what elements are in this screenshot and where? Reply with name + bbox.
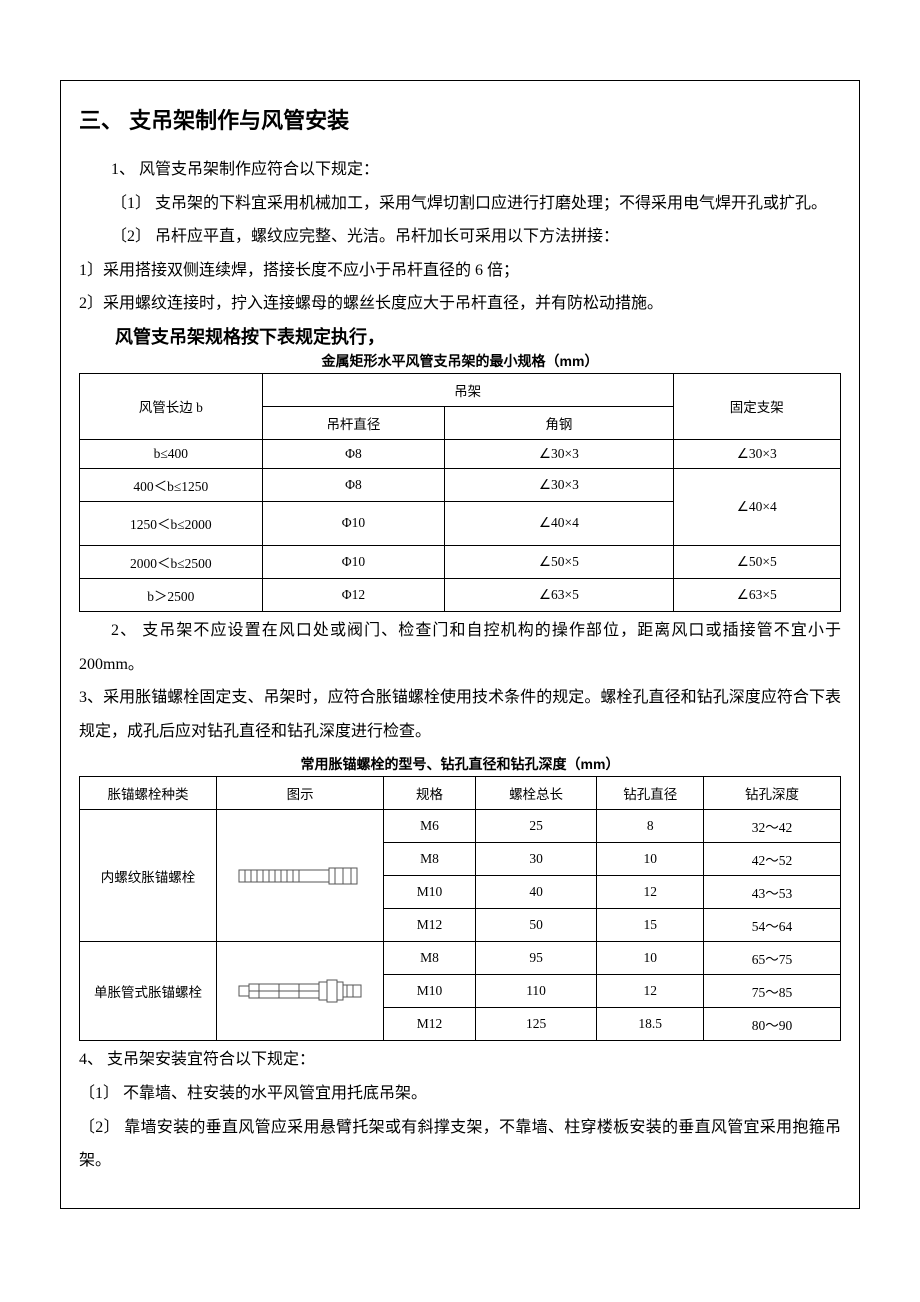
table-row: 400＜b≤1250 Φ8 ∠30×3 ∠40×4: [80, 468, 841, 501]
cell: b＞2500: [80, 578, 263, 611]
cell: 50: [475, 909, 597, 942]
cell: 95: [475, 942, 597, 975]
paragraph: 〔1〕 支吊架的下料宜采用机械加工，采用气焊切割口应进行打磨处理；不得采用电气焊…: [79, 187, 841, 221]
th-angle-steel: 角钢: [445, 406, 673, 439]
cell: 12: [597, 975, 704, 1008]
cell: 1250＜b≤2000: [80, 501, 263, 545]
cell: 32～42: [703, 810, 840, 843]
paragraph: 2〕采用螺纹连接时，拧入连接螺母的螺丝长度应大于吊杆直径，并有防松动措施。: [79, 287, 841, 321]
cell: Φ12: [262, 578, 445, 611]
cell: ∠30×3: [445, 439, 673, 468]
cell: 110: [475, 975, 597, 1008]
paragraph: 〔1〕 不靠墙、柱安装的水平风管宜用托底吊架。: [79, 1077, 841, 1111]
section-heading: 三、 支吊架制作与风管安装: [79, 103, 841, 135]
cell: 42～52: [703, 843, 840, 876]
paragraph: 3、采用胀锚螺栓固定支、吊架时，应符合胀锚螺栓使用技术条件的规定。螺栓孔直径和钻…: [79, 681, 841, 748]
cell: M10: [384, 975, 475, 1008]
cell: M10: [384, 876, 475, 909]
cell: 15: [597, 909, 704, 942]
table1-caption: 金属矩形水平风管支吊架的最小规格（mm）: [79, 351, 841, 371]
table-row: 2000＜b≤2500 Φ10 ∠50×5 ∠50×5: [80, 545, 841, 578]
th: 规格: [384, 777, 475, 810]
paragraph: 〔2〕 吊杆应平直，螺纹应完整、光洁。吊杆加长可采用以下方法拼接：: [79, 220, 841, 254]
paragraph: 1〕采用搭接双侧连续焊，搭接长度不应小于吊杆直径的 6 倍；: [79, 254, 841, 288]
table-header-row: 胀锚螺栓种类 图示 规格 螺栓总长 钻孔直径 钻孔深度: [80, 777, 841, 810]
th: 螺栓总长: [475, 777, 597, 810]
cell-bolt-diagram: [216, 942, 383, 1041]
th: 胀锚螺栓种类: [80, 777, 217, 810]
table-hanger-spec: 风管长边 b 吊架 固定支架 吊杆直径 角钢 b≤400 Φ8 ∠30×3 ∠3…: [79, 373, 841, 612]
cell: 2000＜b≤2500: [80, 545, 263, 578]
th-rod-dia: 吊杆直径: [262, 406, 445, 439]
cell: 18.5: [597, 1008, 704, 1041]
cell: ∠50×5: [445, 545, 673, 578]
cell: ∠63×5: [673, 578, 840, 611]
cell: 10: [597, 843, 704, 876]
cell: 12: [597, 876, 704, 909]
cell-bolt-diagram: [216, 810, 383, 942]
cell: ∠30×3: [445, 468, 673, 501]
table-anchor-bolt: 胀锚螺栓种类 图示 规格 螺栓总长 钻孔直径 钻孔深度 内螺纹胀锚螺栓: [79, 776, 841, 1041]
paragraph: 〔2〕 靠墙安装的垂直风管应采用悬臂托架或有斜撑支架，不靠墙、柱穿楼板安装的垂直…: [79, 1111, 841, 1178]
cell-bolt-type: 单胀管式胀锚螺栓: [80, 942, 217, 1041]
cell: ∠63×5: [445, 578, 673, 611]
cell: 125: [475, 1008, 597, 1041]
single-expansion-bolt-icon: [235, 976, 365, 1006]
cell: ∠50×5: [673, 545, 840, 578]
cell: M12: [384, 1008, 475, 1041]
cell: 80～90: [703, 1008, 840, 1041]
table-row: b≤400 Φ8 ∠30×3 ∠30×3: [80, 439, 841, 468]
document-frame: 三、 支吊架制作与风管安装 1、 风管支吊架制作应符合以下规定： 〔1〕 支吊架…: [60, 80, 860, 1209]
cell: M6: [384, 810, 475, 843]
cell-bolt-type: 内螺纹胀锚螺栓: [80, 810, 217, 942]
cell: 75～85: [703, 975, 840, 1008]
subheading: 风管支吊架规格按下表规定执行，: [79, 323, 841, 349]
cell: 8: [597, 810, 704, 843]
cell: ∠30×3: [673, 439, 840, 468]
cell: 30: [475, 843, 597, 876]
cell: 10: [597, 942, 704, 975]
cell: M8: [384, 942, 475, 975]
th: 钻孔深度: [703, 777, 840, 810]
paragraph: 4、 支吊架安装宜符合以下规定：: [79, 1043, 841, 1077]
cell: 54～64: [703, 909, 840, 942]
paragraph: 1、 风管支吊架制作应符合以下规定：: [79, 153, 841, 187]
cell: ∠40×4: [445, 501, 673, 545]
th-fixed-support: 固定支架: [673, 373, 840, 439]
cell: M8: [384, 843, 475, 876]
table-row: 单胀管式胀锚螺栓 M8 95: [80, 942, 841, 975]
table-header-row: 风管长边 b 吊架 固定支架: [80, 373, 841, 406]
cell: M12: [384, 909, 475, 942]
th: 图示: [216, 777, 383, 810]
cell: ∠40×4: [673, 468, 840, 545]
cell: 40: [475, 876, 597, 909]
cell: b≤400: [80, 439, 263, 468]
cell: Φ10: [262, 501, 445, 545]
cell: Φ8: [262, 468, 445, 501]
internal-thread-bolt-icon: [235, 861, 365, 891]
cell: 400＜b≤1250: [80, 468, 263, 501]
cell: Φ8: [262, 439, 445, 468]
table-row: 内螺纹胀锚螺栓 M6 25 8 32: [80, 810, 841, 843]
th: 钻孔直径: [597, 777, 704, 810]
paragraph: 2、 支吊架不应设置在风口处或阀门、检查门和自控机构的操作部位，距离风口或插接管…: [79, 614, 841, 681]
table-row: b＞2500 Φ12 ∠63×5 ∠63×5: [80, 578, 841, 611]
table2-caption: 常用胀锚螺栓的型号、钻孔直径和钻孔深度（mm）: [79, 754, 841, 774]
cell: 25: [475, 810, 597, 843]
cell: 65～75: [703, 942, 840, 975]
th-long-side: 风管长边 b: [80, 373, 263, 439]
cell: 43～53: [703, 876, 840, 909]
th-hanger: 吊架: [262, 373, 673, 406]
cell: Φ10: [262, 545, 445, 578]
